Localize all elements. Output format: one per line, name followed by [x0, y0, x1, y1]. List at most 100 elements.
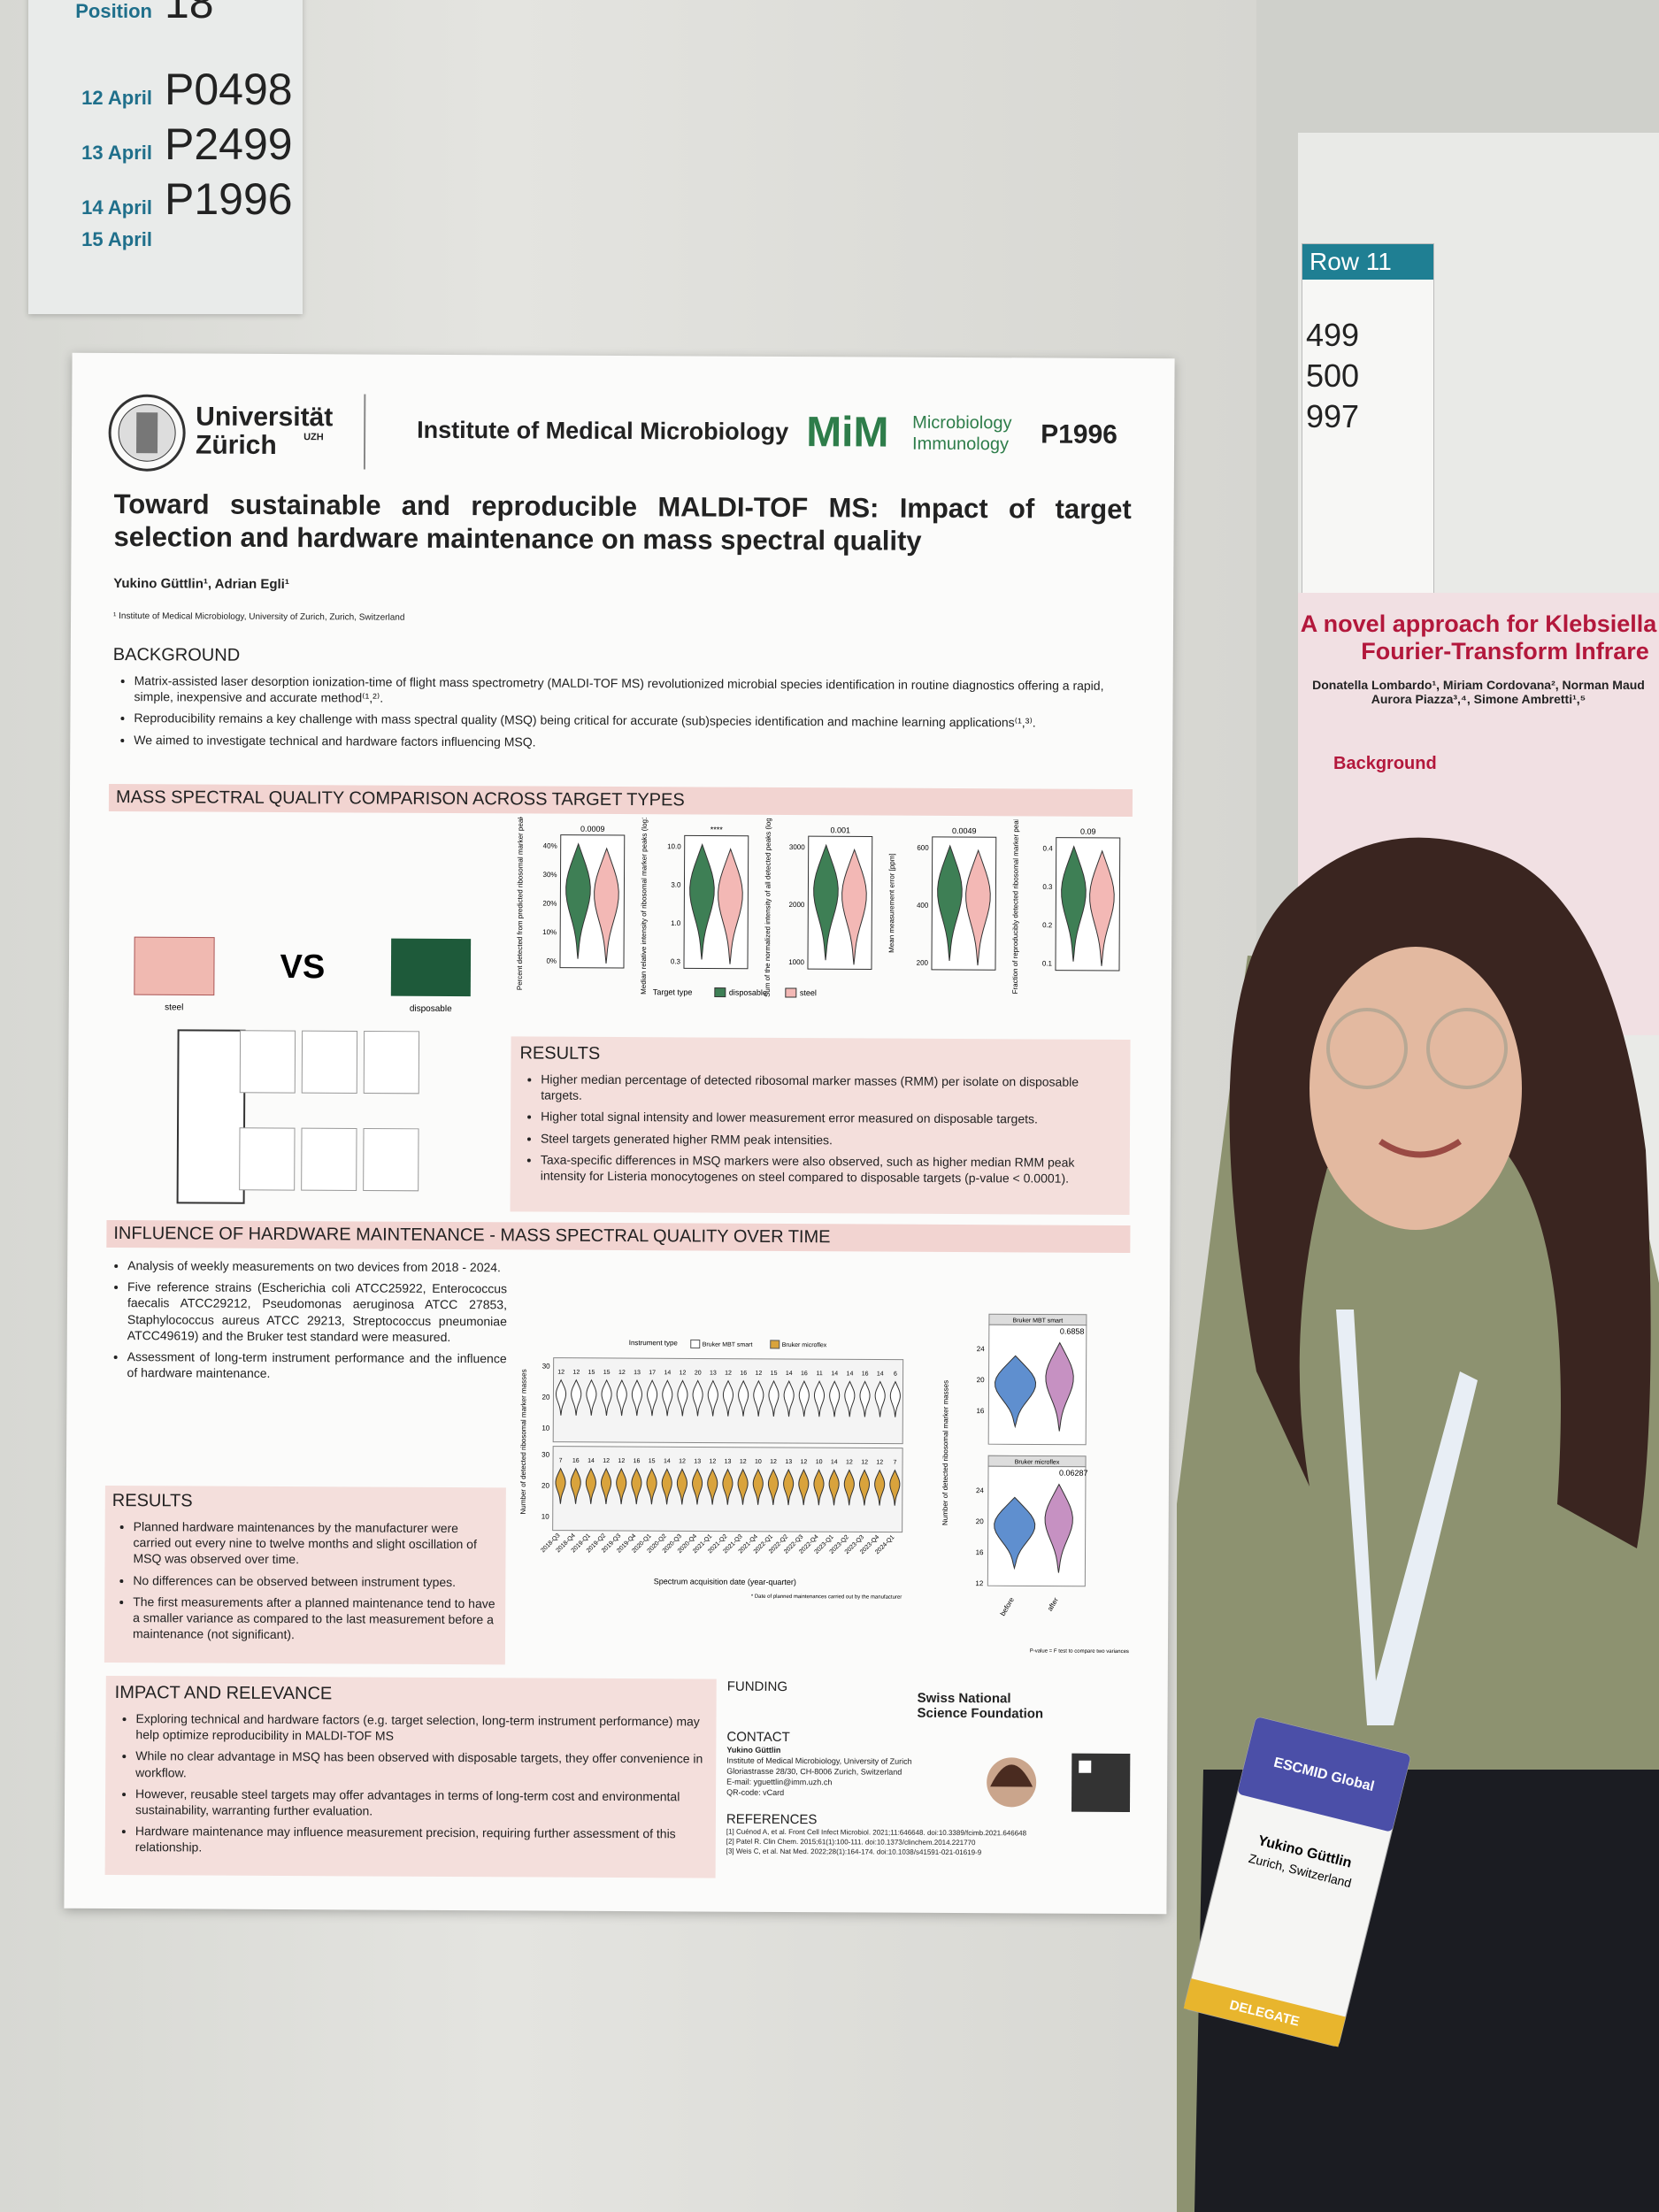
y-tick-label: 30: [541, 1451, 549, 1459]
y-tick-label: 600: [917, 844, 929, 852]
y-axis-label: Median relative intensity of ribosomal m…: [640, 817, 649, 995]
neighbor-title: A novel approach for Klebsiella: [1300, 611, 1657, 637]
violin: [994, 1496, 1036, 1571]
code: 18: [165, 0, 214, 27]
count-label: 14: [877, 1371, 884, 1378]
poster: Universität Zürich UZH Institute of Medi…: [64, 352, 1175, 1915]
violin: [601, 1467, 612, 1504]
p-value: 0.06287: [1059, 1469, 1088, 1478]
y-axis-label: Number of detected ribosomal marker mass…: [941, 1380, 950, 1525]
violin: [995, 1355, 1037, 1429]
spectrum: [301, 1030, 358, 1094]
method-diagram: Selection of 47 clinically relevant bact…: [134, 936, 472, 1204]
count-label: 13: [634, 1370, 641, 1376]
count-label: 13: [785, 1459, 792, 1465]
count-label: 14: [831, 1459, 838, 1465]
violin: [616, 1467, 627, 1505]
count-label: 12: [557, 1370, 565, 1376]
count-label: 12: [618, 1458, 625, 1464]
violin: [859, 1380, 871, 1417]
violin: [874, 1380, 886, 1417]
spectrum: [239, 1127, 296, 1191]
violin: [813, 1469, 825, 1506]
count-label: 12: [756, 1371, 763, 1377]
violin: [647, 1379, 658, 1417]
violin: [662, 1379, 673, 1417]
photo-and-qr: [987, 1753, 1131, 1813]
y-tick-label: 0%: [546, 957, 557, 965]
count-label: 13: [694, 1458, 701, 1464]
date: 12 April: [81, 87, 152, 109]
violin: [1045, 1341, 1074, 1432]
violin: [783, 1379, 795, 1417]
violin: [718, 848, 743, 964]
y-axis-label: Sum of the normalized intensity of all d…: [764, 817, 772, 997]
violin: [594, 847, 619, 964]
violin: [1089, 849, 1115, 966]
schedule-sign: Position 18 12 April P0498 13 April P2499 14 A…: [28, 0, 303, 314]
count-label: 15: [588, 1370, 595, 1376]
count-label: 12: [740, 1459, 747, 1465]
y-tick-label: 30%: [542, 871, 557, 879]
violin: [813, 843, 839, 961]
count-label: 16: [862, 1371, 869, 1377]
violin: [829, 1380, 841, 1417]
violin: [828, 1469, 840, 1506]
violin: [616, 1379, 627, 1417]
violin: [676, 1468, 687, 1505]
count-label: 15: [771, 1371, 778, 1377]
violin: [601, 1379, 612, 1416]
y-tick-label: 1000: [788, 958, 804, 966]
y-tick-label: 0.2: [1042, 921, 1053, 929]
violin-figure: Percent detected from predicted ribosoma…: [516, 817, 1121, 998]
violin: [722, 1379, 733, 1417]
y-tick-label: 10: [541, 1513, 549, 1521]
y-tick-label: 1.0: [671, 919, 681, 927]
violin: [585, 1467, 596, 1504]
count-label: 16: [740, 1371, 747, 1377]
violin: [937, 844, 963, 962]
sign-row: 12 April P0498: [55, 64, 293, 115]
y-tick-label: 2000: [789, 901, 805, 909]
row-label: Row 11: [1302, 244, 1433, 280]
face: [1310, 947, 1522, 1230]
violin: [689, 843, 715, 960]
disposable-target: [390, 938, 472, 997]
y-tick-label: 20: [977, 1376, 985, 1384]
info: FUNDING Swiss National Science Foundatio…: [726, 1679, 1131, 1880]
violin: [677, 1379, 688, 1417]
legend-title: Instrument type: [629, 1339, 679, 1347]
y-tick-label: 3000: [789, 843, 805, 851]
sign-row: Position 18: [55, 0, 214, 28]
count-label: 15: [603, 1370, 611, 1376]
violin: [768, 1379, 780, 1417]
p-value: 0.6858: [1060, 1327, 1085, 1336]
violin: [798, 1379, 810, 1417]
violin: [707, 1468, 718, 1505]
neighbor-subtitle: Fourier-Transform Infrare: [1361, 638, 1649, 664]
y-tick-label: 10%: [542, 928, 557, 936]
violin: [738, 1379, 749, 1417]
violin: [844, 1380, 856, 1417]
y-tick-label: 400: [917, 902, 929, 910]
y-tick-label: 24: [977, 1345, 985, 1353]
violin: [565, 842, 591, 959]
count-label: 12: [861, 1459, 868, 1465]
y-tick-label: 10: [541, 1425, 549, 1432]
y-tick-label: 16: [976, 1407, 984, 1415]
legend-label: disposable: [729, 988, 767, 997]
p-value: ****: [710, 826, 724, 834]
violin: [586, 1379, 597, 1416]
violin: [843, 1469, 855, 1506]
maintenance-chart: Number of RMM detected before and after …: [941, 1313, 1129, 1655]
count-label: 13: [725, 1459, 732, 1465]
y-axis-label: Fraction of reproducibly detected riboso…: [1011, 817, 1020, 994]
code: P0498: [165, 65, 293, 114]
legend-label: Bruker MBT smart: [703, 1341, 753, 1348]
p-value: 0.0049: [952, 826, 977, 835]
y-tick-label: 0.3: [1042, 883, 1053, 891]
sign-row: 13 April P2499: [55, 119, 292, 170]
vs: VS: [280, 949, 326, 986]
badge: ESCMID Global Yukino Güttlin Zurich, Swi…: [1183, 1717, 1410, 2047]
